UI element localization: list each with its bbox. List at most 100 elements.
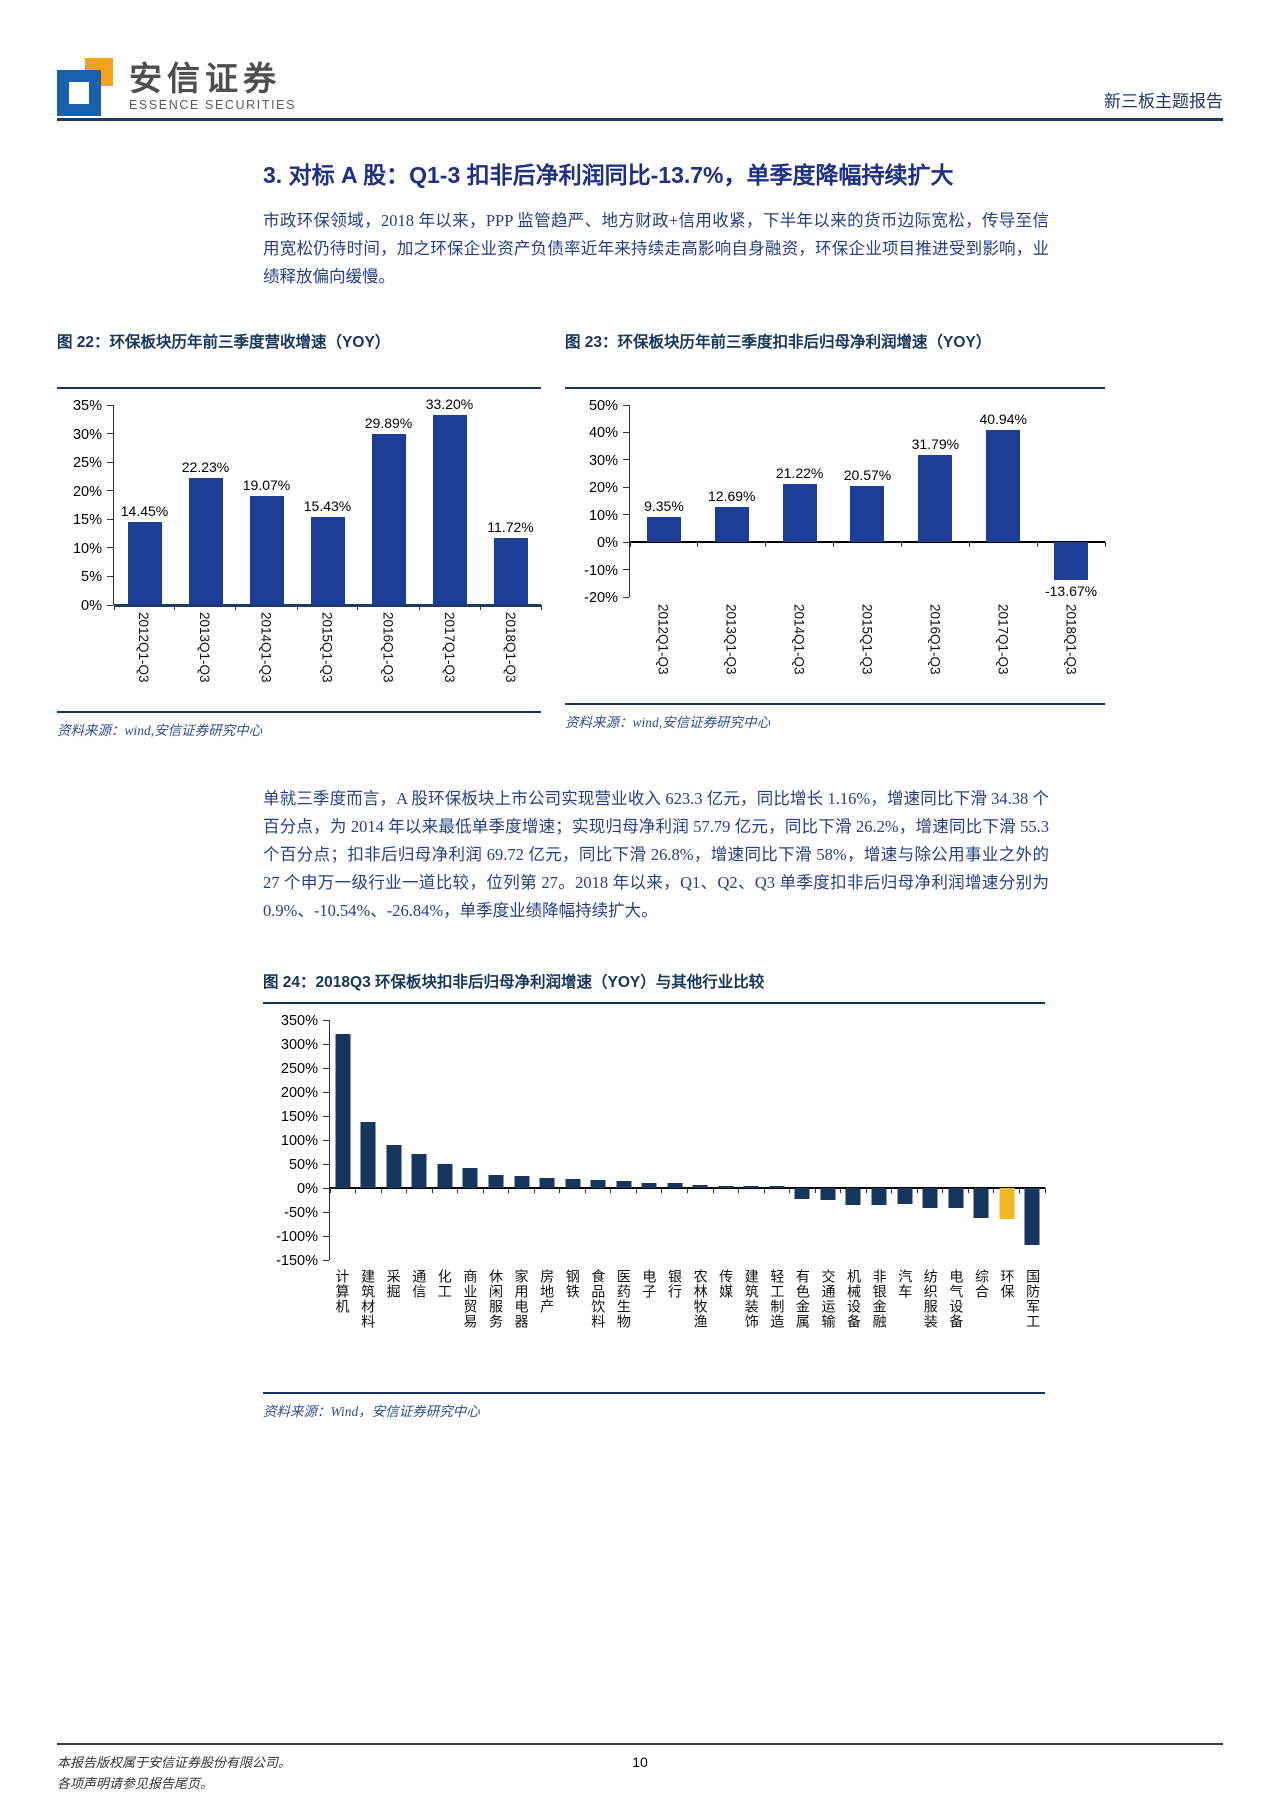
chart-slot: 9.35%: [630, 405, 698, 597]
x-axis-tick: [840, 1188, 842, 1194]
x-label-slot: 农林牧渔: [687, 1260, 713, 1382]
chart-slot: [841, 1020, 867, 1260]
chart-slot: [407, 1020, 433, 1260]
x-axis-category-label: 2012Q1-Q3: [655, 604, 671, 675]
chart-slot: 12.69%: [698, 405, 766, 597]
y-axis-tick: [623, 541, 629, 543]
x-axis-category-label: 建筑材料: [360, 1269, 377, 1330]
bar-2015Q1-Q3: [850, 485, 885, 543]
x-label-slot: 轻工制造: [764, 1260, 790, 1382]
x-axis-category-label: 通信: [411, 1269, 428, 1300]
chart-slot: 15.43%: [297, 405, 358, 606]
y-axis-tick: [623, 459, 629, 461]
x-axis-category-label: 机械设备: [846, 1269, 863, 1330]
chart-slot: [611, 1020, 637, 1260]
bar-value-label: 11.72%: [487, 519, 534, 536]
zero-axis-line: [114, 603, 541, 607]
x-axis-category-label: 2016Q1-Q3: [380, 612, 396, 683]
x-label-slot: 食品饮料: [585, 1260, 611, 1382]
figure-22: 图 22：环保板块历年前三季度营收增速（YOY） 35% 30% 25% 20% 15%…: [57, 331, 542, 739]
x-axis-tick: [329, 1188, 331, 1194]
bar-value-label: 29.89%: [364, 415, 413, 432]
chart-slot: [892, 1020, 918, 1260]
bar-value-label: 12.69%: [708, 488, 756, 505]
chart-slot: [764, 1020, 790, 1260]
chart23-plot-area: 50% 40% 30% 20% 10% 0% -10% -20% 9.35% 12.69% 21.2…: [584, 398, 1106, 606]
x-label-slot: 机械设备: [841, 1260, 867, 1382]
zero-axis-line: [630, 541, 1105, 544]
x-axis-category-label: 2012Q1-Q3: [136, 612, 152, 683]
x-axis-tick: [900, 542, 902, 548]
x-axis-category-label: 采掘: [385, 1269, 402, 1300]
x-label-slot: 2016Q1-Q3: [358, 605, 419, 701]
x-axis-tick: [712, 1188, 714, 1194]
x-axis-category-label: 钢铁: [564, 1269, 581, 1300]
chart-slot: 21.22%: [766, 405, 834, 597]
x-axis-tick: [629, 542, 631, 548]
header-rule: [57, 118, 1223, 121]
paragraph-1: 市政环保领域，2018 年以来，PPP 监管趋严、地方财政+信用收紧，下半年以来…: [263, 210, 1049, 286]
bar-钢铁: [565, 1178, 581, 1189]
y-axis-tick-label: 0%: [597, 535, 618, 552]
x-label-slot: 家用电器: [508, 1260, 534, 1382]
chart-slot: 40.94%: [969, 405, 1037, 597]
chart22-plot-area: 35% 30% 25% 20% 15% 10% 5% 0% 14.45% 22.23% 19.07%…: [73, 396, 542, 614]
y-axis-tick: [323, 1235, 329, 1237]
brand-name: 安信证券 ESSENCE SECURITIES: [129, 61, 296, 112]
x-axis-category-label: 2014Q1-Q3: [258, 612, 274, 683]
x-label-slot: 环保: [994, 1260, 1020, 1382]
bar-2016Q1-Q3: [371, 434, 406, 606]
bar-国防军工: [1024, 1188, 1040, 1245]
x-label-slot: 2016Q1-Q3: [901, 597, 969, 693]
bar-汽车: [897, 1188, 913, 1204]
x-axis-tick: [296, 605, 298, 611]
y-axis-tick-label: -150%: [276, 1253, 318, 1270]
x-label-slot: 纺织服装: [917, 1260, 943, 1382]
y-axis-tick-label: -20%: [584, 590, 618, 607]
bar-医药生物: [616, 1181, 632, 1189]
y-axis-tick-label: 50%: [288, 1157, 318, 1174]
bar-2013Q1-Q3: [188, 478, 223, 606]
x-label-slot: 钢铁: [559, 1260, 585, 1382]
chart-slot: 11.72%: [480, 405, 541, 606]
x-label-slot: 2012Q1-Q3: [113, 605, 174, 701]
x-label-slot: 国防军工: [1020, 1260, 1046, 1382]
chart-slot: [815, 1020, 841, 1260]
chart-slot: [356, 1020, 382, 1260]
x-label-slot: 通信: [406, 1260, 432, 1382]
chart24-plot-area: 350% 300% 250% 200% 150% 100% 50% 0% -50% -100% -1…: [276, 1013, 1046, 1269]
x-axis-tick: [697, 542, 699, 548]
x-axis-category-label: 轻工制造: [769, 1269, 786, 1330]
y-axis-tick: [323, 1163, 329, 1165]
y-axis-tick: [107, 433, 113, 435]
x-axis-category-label: 食品饮料: [590, 1269, 607, 1330]
x-axis-tick: [479, 605, 481, 611]
bar-交通运输: [820, 1188, 836, 1201]
x-axis-tick: [174, 605, 176, 611]
x-axis-tick: [533, 1188, 535, 1194]
x-label-slot: 银行: [662, 1260, 688, 1382]
y-axis-tick-label: 25%: [72, 455, 102, 472]
x-label-slot: 2017Q1-Q3: [969, 597, 1037, 693]
chart-slot: [1019, 1020, 1045, 1260]
x-axis-tick: [431, 1188, 433, 1194]
chart-slot: [432, 1020, 458, 1260]
x-axis-tick: [833, 542, 835, 548]
bar-环保: [999, 1188, 1015, 1220]
chart-slot: 14.45%: [114, 405, 175, 606]
y-axis-tick-label: -10%: [584, 562, 618, 579]
chart-slot: [483, 1020, 509, 1260]
x-axis-category-label: 2013Q1-Q3: [197, 612, 213, 683]
y-axis-tick: [623, 486, 629, 488]
y-axis-tick: [323, 1139, 329, 1141]
x-label-slot: 采掘: [380, 1260, 406, 1382]
x-axis-category-label: 综合: [973, 1269, 990, 1300]
bar-采掘: [386, 1144, 402, 1189]
chart-slot: [739, 1020, 765, 1260]
x-axis-category-label: 2016Q1-Q3: [927, 604, 943, 675]
y-axis-tick-label: 40%: [588, 425, 618, 442]
bar-2016Q1-Q3: [918, 455, 953, 543]
footer-disclaimer: 本报告版权属于安信证券股份有限公司。 各项声明请参见报告尾页。: [57, 1752, 1223, 1795]
y-axis-tick-label: 15%: [72, 512, 102, 529]
